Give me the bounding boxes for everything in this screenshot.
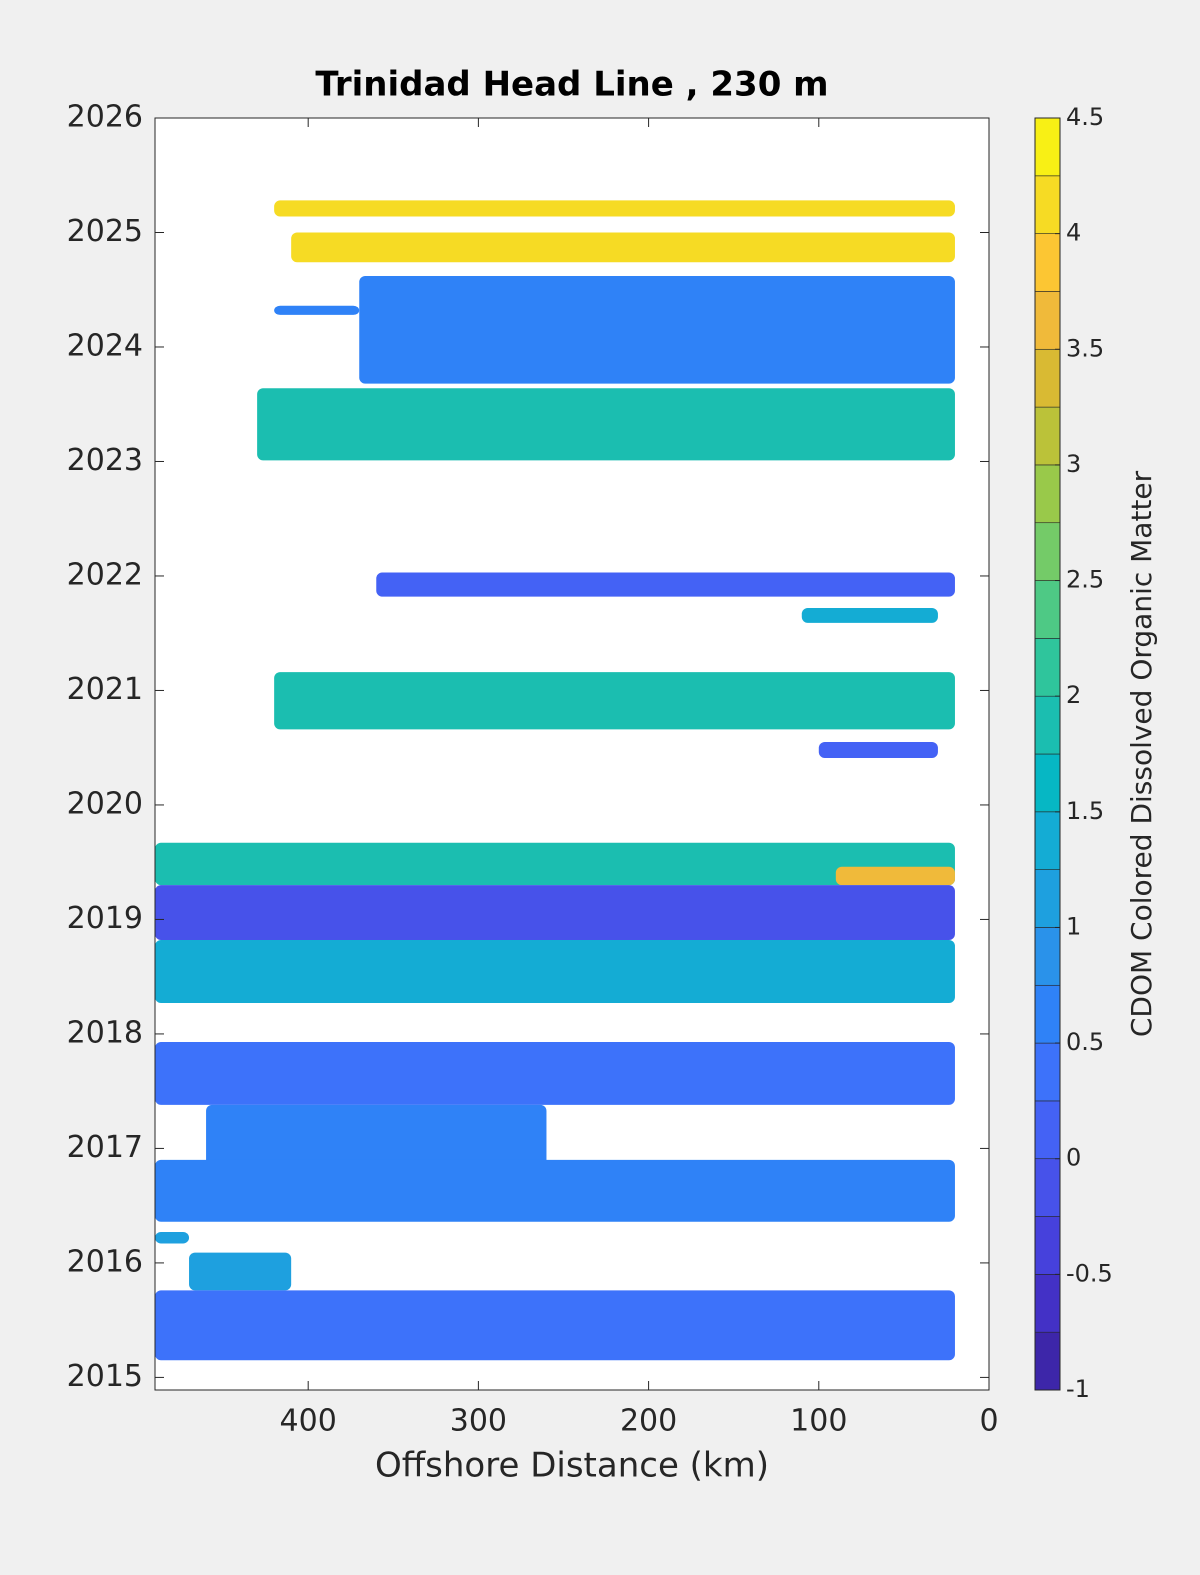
colorbar-tick-label: 3.5 <box>1066 334 1104 362</box>
colorbar-segment <box>1034 1100 1061 1160</box>
y-tick-label: 2018 <box>67 1015 143 1050</box>
y-tick-label: 2026 <box>67 100 143 135</box>
contour-region <box>189 1252 292 1291</box>
chart-title: Trinidad Head Line , 230 m <box>315 65 828 105</box>
colorbar-segment <box>1034 1216 1061 1275</box>
colorbar-tick-label: 2.5 <box>1066 566 1104 594</box>
colorbar-tick-label: 0 <box>1066 1144 1081 1172</box>
y-tick-label: 2021 <box>67 672 143 707</box>
colorbar-segment <box>1034 580 1061 639</box>
contour-region <box>376 572 955 597</box>
y-tick-label: 2023 <box>67 443 143 478</box>
contour-region <box>155 1290 955 1361</box>
y-tick-label: 2024 <box>67 328 143 363</box>
colorbar-segment <box>1034 464 1061 524</box>
colorbar-segment <box>1034 869 1061 928</box>
x-tick-label: 0 <box>979 1404 998 1439</box>
colorbar-segment <box>1034 1331 1061 1391</box>
contour-region <box>206 1104 547 1166</box>
colorbar-segment <box>1034 811 1061 870</box>
colorbar-tick-label: 3 <box>1066 450 1081 478</box>
x-tick-label: 300 <box>450 1404 507 1439</box>
colorbar-segment <box>1034 175 1061 234</box>
y-tick-label: 2020 <box>67 786 143 821</box>
colorbar-tick-label: 1 <box>1066 912 1081 940</box>
colorbar-tick-label: 0.5 <box>1066 1028 1104 1056</box>
colorbar-segment <box>1034 638 1061 697</box>
colorbar-segment <box>1034 1158 1061 1217</box>
colorbar-segment <box>1034 753 1061 813</box>
contour-region <box>274 305 360 315</box>
colorbar-segment <box>1034 348 1061 408</box>
contour-region <box>155 1041 955 1105</box>
colorbar-segment <box>1034 522 1061 581</box>
colorbar-tick-label: -1 <box>1066 1375 1090 1403</box>
y-tick-label: 2016 <box>67 1244 143 1279</box>
contour-region <box>818 741 938 759</box>
x-tick-label: 200 <box>620 1404 677 1439</box>
x-tick-label: 400 <box>280 1404 337 1439</box>
y-tick-label: 2015 <box>67 1359 143 1394</box>
colorbar-segment <box>1034 927 1061 986</box>
colorbar-tick-label: 1.5 <box>1066 797 1104 825</box>
contour-region <box>155 1159 955 1222</box>
colorbar-frame <box>1034 117 1061 1391</box>
contour-region <box>291 232 955 263</box>
y-tick-label: 2017 <box>67 1130 143 1165</box>
colorbar-segment <box>1034 1274 1061 1333</box>
contour-region <box>274 672 955 730</box>
colorbar-tick-label: 2 <box>1066 681 1081 709</box>
colorbar-segment <box>1034 406 1061 466</box>
colorbar-label: CDOM Colored Dissolved Organic Matter <box>1125 470 1158 1037</box>
y-tick-label: 2022 <box>67 557 143 592</box>
colorbar-segment <box>1034 233 1061 292</box>
contour-region <box>359 275 955 384</box>
x-axis-label: Offshore Distance (km) <box>375 1446 769 1486</box>
colorbar-segment <box>1034 984 1061 1044</box>
contour-region <box>274 200 955 217</box>
contour-region <box>155 940 955 1004</box>
colorbar-segment <box>1034 291 1061 350</box>
contour-region <box>257 388 955 461</box>
contour-region <box>155 842 955 886</box>
colorbar-segment <box>1034 117 1061 177</box>
x-tick-label: 100 <box>790 1404 847 1439</box>
colorbar-tick-label: 4.5 <box>1066 103 1104 131</box>
y-tick-label: 2025 <box>67 214 143 249</box>
colorbar-segment <box>1034 1042 1061 1102</box>
contour-region <box>835 866 955 886</box>
contour-region <box>155 1232 190 1244</box>
contour-region <box>155 885 955 941</box>
colorbar-tick-label: -0.5 <box>1066 1259 1113 1287</box>
colorbar-tick-label: 4 <box>1066 219 1081 247</box>
plot-frame <box>154 117 990 1391</box>
colorbar-segment <box>1034 695 1061 755</box>
contour-regions <box>155 200 955 1361</box>
y-tick-label: 2019 <box>67 901 143 936</box>
contour-region <box>801 608 938 623</box>
